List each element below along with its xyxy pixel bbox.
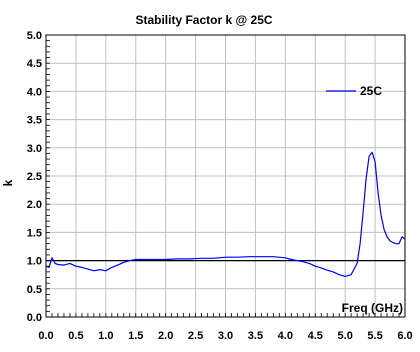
x-tick-label: 6.0 bbox=[397, 330, 412, 342]
y-tick-label: 4.0 bbox=[27, 86, 42, 98]
chart-title: Stability Factor k @ 25C bbox=[135, 13, 272, 27]
x-tick-label: 4.0 bbox=[278, 330, 293, 342]
y-tick-label: 4.5 bbox=[27, 58, 42, 70]
plot-frame bbox=[45, 34, 406, 318]
y-tick-label: 3.5 bbox=[27, 115, 42, 127]
legend-label-25c: 25C bbox=[360, 84, 382, 98]
y-tick-label: 1.0 bbox=[27, 256, 42, 268]
series-line-25c bbox=[45, 151, 406, 277]
y-tick-label: 5.0 bbox=[27, 30, 42, 42]
x-tick-label: 2.5 bbox=[188, 330, 203, 342]
legend: 25C bbox=[326, 84, 382, 98]
y-tick-label: 0.0 bbox=[27, 312, 42, 324]
y-tick-label: 2.0 bbox=[27, 199, 42, 211]
y-tick-label: 3.0 bbox=[27, 143, 42, 155]
x-tick-label: 4.5 bbox=[308, 330, 323, 342]
series-group bbox=[45, 151, 406, 277]
x-tick-label: 5.5 bbox=[367, 330, 382, 342]
x-tick-label: 2.0 bbox=[158, 330, 173, 342]
x-axis-label: Freq (GHz) bbox=[342, 301, 403, 315]
y-axis-label: k bbox=[1, 179, 15, 186]
x-tick-label: 1.0 bbox=[98, 330, 113, 342]
x-tick-labels: 0.0 0.5 1.0 1.5 2.0 2.5 3.0 3.5 4.0 4.5 5.0 5.5 6.0 bbox=[38, 330, 412, 342]
x-tick-label: 3.0 bbox=[218, 330, 233, 342]
y-tick-label: 2.5 bbox=[27, 171, 42, 183]
y-tick-label: 0.5 bbox=[27, 284, 42, 296]
x-tick-label: 0.5 bbox=[68, 330, 83, 342]
y-tick-labels: 0.0 0.5 1.0 1.5 2.0 2.5 3.0 3.5 4.0 4.5 5.0 bbox=[27, 30, 42, 324]
x-tick-label: 5.0 bbox=[338, 330, 353, 342]
y-tick-label: 1.5 bbox=[27, 227, 42, 239]
x-tick-label: 3.5 bbox=[248, 330, 263, 342]
x-tick-label: 0.0 bbox=[38, 330, 53, 342]
x-tick-label: 1.5 bbox=[128, 330, 143, 342]
